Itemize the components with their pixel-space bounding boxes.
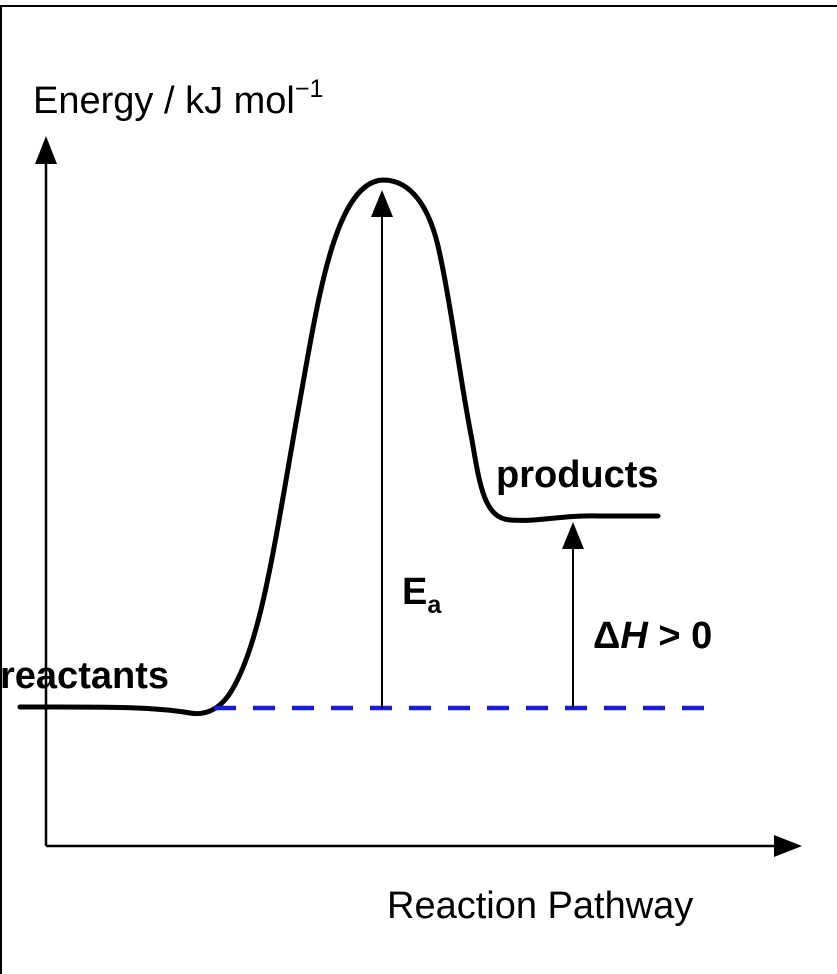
reactants-label: reactants: [0, 655, 169, 697]
enthalpy-change-label: ΔH > 0: [593, 615, 712, 657]
y-axis-label-superscript: −1: [295, 75, 324, 103]
activation-energy-subscript: a: [427, 591, 442, 619]
enthalpy-delta-symbol: Δ: [593, 615, 620, 657]
energy-curve: [17, 177, 661, 717]
x-axis-label: Reaction Pathway: [387, 885, 693, 927]
activation-energy-label: Ea: [402, 571, 442, 619]
activation-energy-arrowhead: [371, 190, 393, 217]
y-axis-label-main: Energy / kJ mol: [33, 80, 295, 122]
y-axis-arrowhead: [35, 136, 57, 164]
enthalpy-change-arrowhead: [562, 522, 584, 549]
activation-energy-symbol: E: [402, 571, 427, 613]
enthalpy-relation: > 0: [648, 615, 712, 657]
y-axis-label: Energy / kJ mol−1: [33, 75, 323, 122]
x-axis-arrowhead: [774, 835, 802, 857]
products-label: products: [496, 454, 659, 496]
enthalpy-h-symbol: H: [620, 615, 649, 657]
